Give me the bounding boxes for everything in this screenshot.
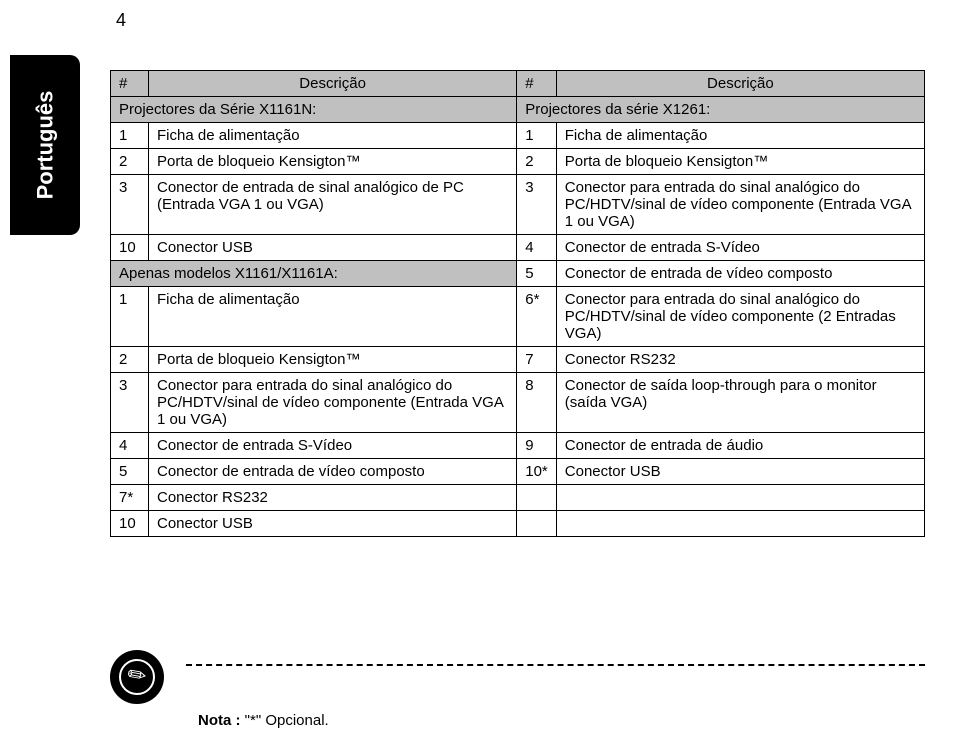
cell-num (517, 485, 557, 511)
pencil-note-icon: ✎ (110, 650, 164, 704)
sub-left: Projectores da Série X1161N: (111, 97, 517, 123)
cell-desc: Conector para entrada do sinal analógico… (556, 287, 924, 347)
cell-desc (556, 511, 924, 537)
cell-num: 5 (517, 261, 557, 287)
cell-desc: Conector de entrada S-Vídeo (556, 235, 924, 261)
cell-num: 1 (111, 287, 149, 347)
cell-num: 2 (111, 149, 149, 175)
cell-desc: Conector de entrada de sinal analógico d… (149, 175, 517, 235)
cell-desc: Conector de saída loop-through para o mo… (556, 373, 924, 433)
note-block: ✎ Nota : "*" Opcional. (110, 650, 925, 729)
cell-num: 3 (517, 175, 557, 235)
language-tab: Português (10, 55, 80, 235)
table-sub-row: Projectores da Série X1161N: Projectores… (111, 97, 925, 123)
cell-desc: Conector de entrada de vídeo composto (556, 261, 924, 287)
cell-num (517, 511, 557, 537)
cell-desc: Conector RS232 (149, 485, 517, 511)
note-body: "*" Opcional. (241, 712, 329, 729)
cell-num: 9 (517, 433, 557, 459)
table-row: 10 Conector USB 4 Conector de entrada S-… (111, 235, 925, 261)
cell-num: 1 (111, 123, 149, 149)
cell-num: 5 (111, 459, 149, 485)
cell-num: 7* (111, 485, 149, 511)
page-number: 4 (116, 10, 126, 31)
cell-num: 7 (517, 347, 557, 373)
table-row: 1 Ficha de alimentação 1 Ficha de alimen… (111, 123, 925, 149)
cell-num: 3 (111, 175, 149, 235)
cell-num: 6* (517, 287, 557, 347)
cell-desc: Conector para entrada do sinal analógico… (556, 175, 924, 235)
header-hash-1: # (111, 71, 149, 97)
cell-desc: Conector de entrada de vídeo composto (149, 459, 517, 485)
cell-num: 4 (517, 235, 557, 261)
table-sub-row: Apenas modelos X1161/X1161A: 5 Conector … (111, 261, 925, 287)
cell-num: 2 (517, 149, 557, 175)
cell-desc: Conector USB (149, 511, 517, 537)
cell-num: 10 (111, 511, 149, 537)
table-row: 3 Conector para entrada do sinal analógi… (111, 373, 925, 433)
cell-num: 10 (111, 235, 149, 261)
table-row: 4 Conector de entrada S-Vídeo 9 Conector… (111, 433, 925, 459)
table-row: 1 Ficha de alimentação 6* Conector para … (111, 287, 925, 347)
language-tab-label: Português (32, 91, 58, 200)
cell-desc: Porta de bloqueio Kensigton™ (556, 149, 924, 175)
cell-desc: Conector RS232 (556, 347, 924, 373)
cell-num: 2 (111, 347, 149, 373)
description-table: # Descrição # Descrição Projectores da S… (110, 70, 925, 537)
cell-desc: Conector USB (556, 459, 924, 485)
note-divider (186, 664, 925, 666)
table-header-row: # Descrição # Descrição (111, 71, 925, 97)
table-row: 3 Conector de entrada de sinal analógico… (111, 175, 925, 235)
sub-left: Apenas modelos X1161/X1161A: (111, 261, 517, 287)
cell-num: 10* (517, 459, 557, 485)
header-hash-2: # (517, 71, 557, 97)
cell-desc: Conector de entrada S-Vídeo (149, 433, 517, 459)
table-row: 2 Porta de bloqueio Kensigton™ 7 Conecto… (111, 347, 925, 373)
table-row: 5 Conector de entrada de vídeo composto … (111, 459, 925, 485)
cell-desc: Porta de bloqueio Kensigton™ (149, 149, 517, 175)
cell-desc: Ficha de alimentação (556, 123, 924, 149)
sub-right: Projectores da série X1261: (517, 97, 925, 123)
cell-num: 8 (517, 373, 557, 433)
cell-desc: Ficha de alimentação (149, 123, 517, 149)
table-row: 2 Porta de bloqueio Kensigton™ 2 Porta d… (111, 149, 925, 175)
cell-desc: Conector para entrada do sinal analógico… (149, 373, 517, 433)
cell-desc (556, 485, 924, 511)
header-desc-2: Descrição (556, 71, 924, 97)
cell-desc: Conector USB (149, 235, 517, 261)
table-row: 7* Conector RS232 (111, 485, 925, 511)
cell-desc: Ficha de alimentação (149, 287, 517, 347)
cell-desc: Conector de entrada de áudio (556, 433, 924, 459)
cell-num: 1 (517, 123, 557, 149)
header-desc-1: Descrição (149, 71, 517, 97)
cell-num: 3 (111, 373, 149, 433)
cell-num: 4 (111, 433, 149, 459)
table-row: 10 Conector USB (111, 511, 925, 537)
note-text: Nota : "*" Opcional. (198, 712, 925, 729)
note-label: Nota : (198, 712, 241, 729)
cell-desc: Porta de bloqueio Kensigton™ (149, 347, 517, 373)
